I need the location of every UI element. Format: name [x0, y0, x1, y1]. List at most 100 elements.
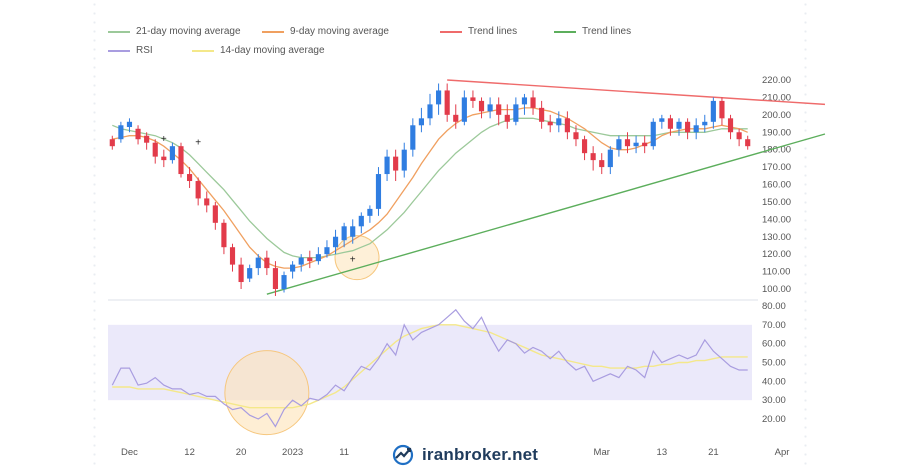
candle-body: [633, 142, 639, 147]
candle-body: [521, 97, 528, 105]
candle-body: [290, 264, 296, 272]
x-tick-label: Dec: [121, 447, 138, 458]
rsi-band: [108, 324, 752, 401]
rsi-line: [111, 308, 748, 428]
candle-body: [727, 118, 734, 133]
candle-body: [693, 125, 699, 133]
price-tick-label: 150.00: [762, 197, 791, 208]
candle-body: [298, 257, 304, 265]
candle-body: [530, 97, 536, 108]
candle-body: [581, 139, 588, 154]
legend-item-rsi-ma14: 14-day moving average: [192, 45, 325, 56]
x-tick-label: 13: [657, 447, 668, 458]
candle-body: [401, 149, 407, 171]
trend-line-resistance: [447, 79, 826, 106]
legend-item-trend-green: Trend lines: [554, 26, 631, 37]
price-tick-label: 100.00: [762, 284, 791, 295]
x-tick-label: 21: [708, 447, 719, 458]
candle-body: [358, 215, 364, 227]
rsi-tick-label: 80.00: [762, 301, 786, 312]
candle-body: [556, 118, 562, 126]
candle-body: [178, 146, 184, 175]
candle-body: [410, 125, 416, 150]
candle-body: [281, 275, 287, 289]
legend-item-ma9: 9-day moving average: [262, 26, 389, 37]
legend-label: RSI: [136, 45, 153, 56]
legend-label: Trend lines: [468, 26, 518, 37]
candle-body: [332, 236, 339, 248]
price-tick-label: 140.00: [762, 214, 791, 225]
candle-body: [504, 114, 510, 122]
price-tick-label: 200.00: [762, 110, 791, 121]
highlight-circle: [334, 235, 380, 281]
candle-body: [264, 257, 270, 269]
candle-body: [212, 205, 218, 223]
legend-swatch: [262, 30, 284, 33]
legend-label: 9-day moving average: [290, 26, 389, 37]
trend-line-support: [266, 133, 826, 295]
watermark: iranbroker.net: [392, 444, 538, 466]
price-tick-label: 120.00: [762, 249, 791, 260]
candle-body: [186, 174, 193, 182]
ma21-line: [112, 117, 748, 259]
x-tick-label: 2023: [282, 447, 303, 458]
watermark-text: iranbroker.net: [422, 445, 539, 464]
candle-body: [367, 208, 373, 216]
candle-body: [126, 121, 133, 128]
candle-body: [229, 247, 236, 265]
price-tick-label: 180.00: [762, 145, 791, 156]
candle-body: [702, 121, 708, 126]
price-tick-label: 220.00: [762, 75, 791, 86]
candle-body: [590, 153, 596, 161]
price-tick-label: 130.00: [762, 232, 791, 243]
price-tick-label: 190.00: [762, 127, 791, 138]
legend-label: 21-day moving average: [136, 26, 241, 37]
candle-body: [393, 156, 399, 171]
candle-body: [616, 139, 622, 150]
x-tick-label: 20: [236, 447, 247, 458]
candle-body: [676, 121, 682, 129]
crossover-marker: +: [195, 138, 201, 149]
rsi-highlight-circle: [224, 350, 310, 436]
candle-body: [461, 97, 467, 122]
candle-body: [719, 100, 725, 119]
candle-body: [736, 132, 742, 140]
candle-body: [496, 104, 502, 115]
candle-body: [307, 257, 313, 262]
candle-body: [487, 104, 493, 112]
legend-swatch: [108, 49, 130, 52]
candle-body: [384, 156, 390, 175]
price-tick-label: 110.00: [762, 267, 790, 278]
candle-body: [427, 104, 433, 119]
candle-body: [564, 118, 570, 133]
candle-body: [109, 139, 115, 147]
legend-label: 14-day moving average: [220, 45, 325, 56]
legend-label: Trend lines: [582, 26, 632, 37]
candle-body: [607, 149, 613, 168]
rsi-ma14-line: [112, 324, 748, 409]
rsi-tick-label: 50.00: [762, 358, 786, 369]
candle-body: [624, 139, 631, 147]
crossover-marker: +: [350, 254, 356, 265]
candle-body: [118, 125, 124, 140]
x-tick-label: 12: [184, 447, 195, 458]
candle-body: [272, 268, 279, 289]
candle-body: [315, 254, 321, 262]
candle-body: [547, 121, 553, 126]
candle-body: [161, 156, 167, 161]
rsi-tick-label: 40.00: [762, 376, 786, 387]
x-tick-label: Apr: [775, 447, 790, 458]
candle-body: [478, 100, 485, 112]
x-tick-label: Mar: [594, 447, 610, 458]
legend-item-rsi: RSI: [108, 45, 153, 56]
ma9-line: [112, 107, 748, 269]
candle-body: [255, 257, 261, 269]
candle-body: [341, 226, 347, 241]
candle-body: [418, 118, 424, 126]
legend-item-ma21: 21-day moving average: [108, 26, 241, 37]
candle-body: [444, 90, 450, 115]
candle-body: [470, 97, 476, 101]
candle-body: [169, 146, 175, 161]
